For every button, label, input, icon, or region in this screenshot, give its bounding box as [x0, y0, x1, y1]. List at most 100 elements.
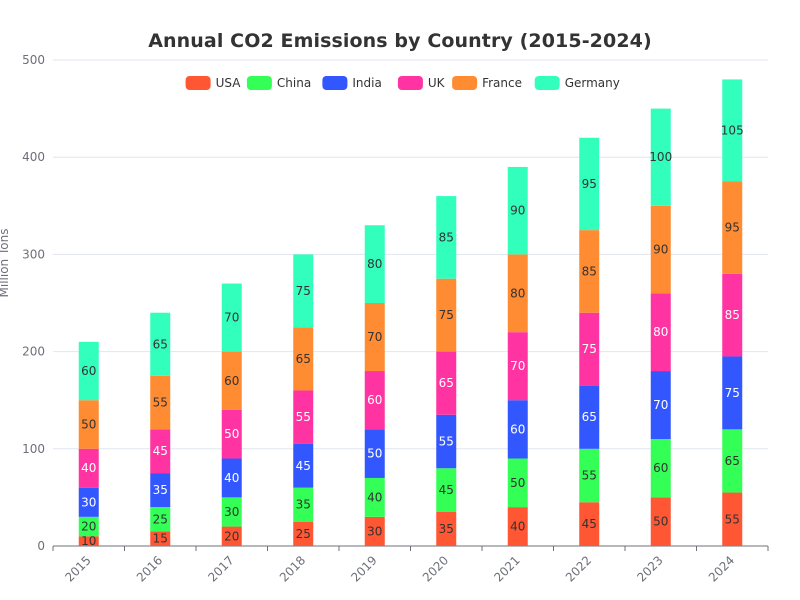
- bar-segment[interactable]: [78, 341, 99, 401]
- bar-segment[interactable]: [507, 332, 528, 401]
- bar-segment[interactable]: [78, 536, 99, 546]
- bar-segment[interactable]: [150, 429, 171, 474]
- grid-lines: [53, 59, 768, 450]
- bar-segment[interactable]: [364, 371, 385, 430]
- bar-segment[interactable]: [722, 492, 743, 546]
- bar-segment[interactable]: [722, 356, 743, 430]
- chart-title: Annual CO2 Emissions by Country (2015-20…: [148, 30, 652, 52]
- y-tick-label: 100: [22, 442, 45, 456]
- bar-segment[interactable]: [579, 385, 600, 449]
- bar-segment[interactable]: [436, 468, 457, 512]
- bar-value-label: 90: [510, 204, 525, 218]
- legend-item[interactable]: France: [452, 76, 522, 90]
- bar-segment[interactable]: [436, 414, 457, 469]
- legend-item[interactable]: Germany: [534, 76, 620, 90]
- legend-item[interactable]: China: [246, 76, 311, 90]
- bar-segment[interactable]: [150, 507, 171, 532]
- bar-segment[interactable]: [650, 497, 671, 546]
- bar-segment[interactable]: [579, 137, 600, 231]
- bar-segment[interactable]: [364, 429, 385, 478]
- bar-segment[interactable]: [364, 516, 385, 546]
- legend-label: India: [352, 76, 381, 90]
- bar-value-label: 40: [510, 520, 525, 534]
- bar-segment[interactable]: [150, 375, 171, 430]
- bar-value-label: 70: [653, 398, 668, 412]
- bar-segment[interactable]: [436, 278, 457, 352]
- bar-segment[interactable]: [293, 443, 314, 488]
- bar-segment[interactable]: [579, 448, 600, 503]
- bar-value-label: 85: [582, 264, 597, 278]
- bar-value-label: 80: [367, 257, 382, 271]
- bar-value-label: 15: [153, 532, 168, 546]
- bar-segment[interactable]: [579, 230, 600, 313]
- bar-value-label: 85: [725, 308, 740, 322]
- bar-value-label: 45: [582, 517, 597, 531]
- bar-segment[interactable]: [293, 487, 314, 522]
- bar-value-label: 35: [296, 498, 311, 512]
- bar-segment[interactable]: [650, 108, 671, 206]
- bar-segment[interactable]: [650, 205, 671, 294]
- legend-item[interactable]: USA: [185, 76, 242, 90]
- bar-value-label: 80: [653, 325, 668, 339]
- bar-segment[interactable]: [150, 531, 171, 546]
- bar-segment[interactable]: [436, 196, 457, 279]
- bar-value-label: 50: [81, 418, 96, 432]
- bar-segment[interactable]: [650, 439, 671, 498]
- bar-value-label: 95: [582, 177, 597, 191]
- bar-segment[interactable]: [293, 521, 314, 546]
- bar-segment[interactable]: [722, 79, 743, 182]
- bar-segment[interactable]: [78, 516, 99, 537]
- bar-segment[interactable]: [293, 390, 314, 444]
- bar-value-label: 60: [653, 461, 668, 475]
- bar-segment[interactable]: [507, 400, 528, 459]
- bar-value-label: 40: [224, 471, 239, 485]
- bar-value-label: 25: [296, 527, 311, 541]
- bar-segment[interactable]: [78, 400, 99, 449]
- x-tick-label: 2016: [134, 553, 165, 584]
- bar-segment[interactable]: [221, 283, 242, 352]
- bar-segment[interactable]: [507, 254, 528, 333]
- legend-label: USA: [216, 76, 242, 90]
- bar-value-label: 60: [224, 374, 239, 388]
- bar-segment[interactable]: [78, 487, 99, 517]
- x-tick-label: 2024: [706, 553, 737, 584]
- bar-value-label: 65: [296, 352, 311, 366]
- bar-segment[interactable]: [221, 409, 242, 459]
- x-tick-label: 2020: [420, 553, 451, 584]
- bar-segment[interactable]: [579, 502, 600, 546]
- bar-segment[interactable]: [293, 327, 314, 391]
- bar-segment[interactable]: [579, 312, 600, 386]
- bar-segment[interactable]: [364, 477, 385, 517]
- bar-segment[interactable]: [436, 511, 457, 546]
- bar-segment[interactable]: [293, 254, 314, 328]
- bar-value-label: 65: [153, 337, 168, 351]
- bar-segment[interactable]: [722, 429, 743, 493]
- bar-value-label: 55: [582, 469, 597, 483]
- x-tick-label: 2015: [62, 553, 93, 584]
- bar-segment[interactable]: [221, 526, 242, 546]
- bar-segment[interactable]: [150, 312, 171, 376]
- bar-segment[interactable]: [650, 293, 671, 372]
- bar-segment[interactable]: [507, 458, 528, 508]
- bar-segment[interactable]: [221, 351, 242, 410]
- bar-value-label: 45: [153, 444, 168, 458]
- legend-item[interactable]: India: [322, 76, 382, 90]
- y-tick-label: 400: [22, 150, 45, 164]
- bar-value-label: 10: [81, 534, 96, 548]
- bar-segment[interactable]: [507, 166, 528, 255]
- bar-value-label: 50: [367, 447, 382, 461]
- legend-item[interactable]: UK: [397, 76, 446, 90]
- bar-segment[interactable]: [150, 473, 171, 508]
- bar-segment[interactable]: [722, 181, 743, 274]
- bar-segment[interactable]: [436, 351, 457, 415]
- bar-segment[interactable]: [364, 303, 385, 372]
- bar-segment[interactable]: [221, 497, 242, 527]
- bar-segment[interactable]: [722, 273, 743, 357]
- bar-segment[interactable]: [364, 225, 385, 303]
- bar-value-label: 65: [582, 410, 597, 424]
- bar-segment[interactable]: [507, 507, 528, 546]
- bar-segment[interactable]: [221, 458, 242, 498]
- bar-segment[interactable]: [650, 371, 671, 440]
- bar-segment[interactable]: [78, 448, 99, 488]
